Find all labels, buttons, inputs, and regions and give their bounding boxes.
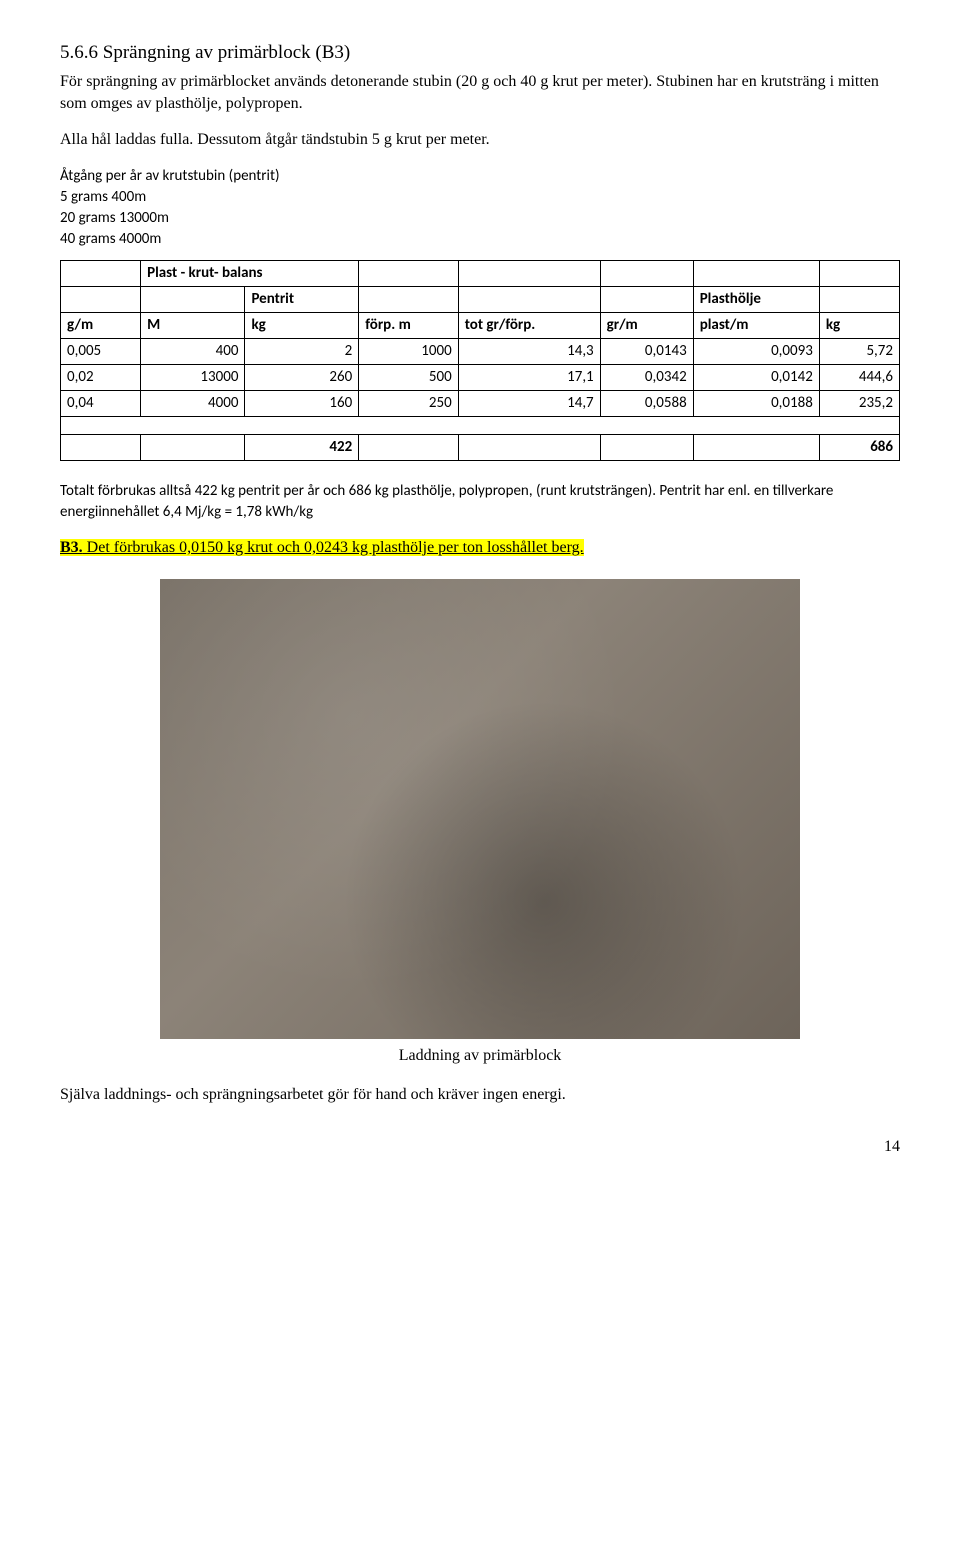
page-number: 14 bbox=[60, 1136, 900, 1158]
table-sum-row: 422 686 bbox=[61, 434, 900, 460]
col-tot: tot gr/förp. bbox=[458, 312, 600, 338]
paragraph-loading: Alla hål laddas fulla. Dessutom åtgår tä… bbox=[60, 129, 900, 151]
table-row: 0,005 400 2 1000 14,3 0,0143 0,0093 5,72 bbox=[61, 338, 900, 364]
consumption-line-2: 20 grams 13000m bbox=[60, 208, 900, 229]
table-title: Plast - krut- balans bbox=[141, 260, 359, 286]
col-pentrit: Pentrit bbox=[245, 286, 359, 312]
consumption-line-1: 5 grams 400m bbox=[60, 187, 900, 208]
highlight-line: B3. Det förbrukas 0,0150 kg krut och 0,0… bbox=[60, 537, 900, 559]
table-row: 0,02 13000 260 500 17,1 0,0342 0,0142 44… bbox=[61, 364, 900, 390]
photo-placeholder bbox=[160, 579, 800, 1039]
photo-caption: Laddning av primärblock bbox=[60, 1045, 900, 1067]
highlight-text: Det förbrukas 0,0150 kg krut och 0,0243 … bbox=[83, 539, 584, 556]
col-kg2: kg bbox=[819, 312, 899, 338]
consumption-heading: Åtgång per år av krutstubin (pentrit) bbox=[60, 166, 900, 187]
col-plastm: plast/m bbox=[693, 312, 819, 338]
paragraph-total: Totalt förbrukas alltså 422 kg pentrit p… bbox=[60, 481, 900, 523]
col-grm: gr/m bbox=[600, 312, 693, 338]
col-gm: g/m bbox=[61, 312, 141, 338]
section-heading: 5.6.6 Sprängning av primärblock (B3) bbox=[60, 40, 900, 67]
col-forpm: förp. m bbox=[359, 312, 458, 338]
table-row: 0,04 4000 160 250 14,7 0,0588 0,0188 235… bbox=[61, 390, 900, 416]
col-M: M bbox=[141, 312, 245, 338]
col-kg1: kg bbox=[245, 312, 359, 338]
highlight-lead: B3. bbox=[60, 539, 83, 556]
paragraph-intro: För sprängning av primärblocket används … bbox=[60, 71, 900, 116]
paragraph-manual: Själva laddnings- och sprängningsarbetet… bbox=[60, 1084, 900, 1106]
balance-table: Plast - krut- balans Pentrit Plasthölje … bbox=[60, 260, 900, 461]
consumption-line-3: 40 grams 4000m bbox=[60, 229, 900, 250]
col-plast: Plasthölje bbox=[693, 286, 819, 312]
